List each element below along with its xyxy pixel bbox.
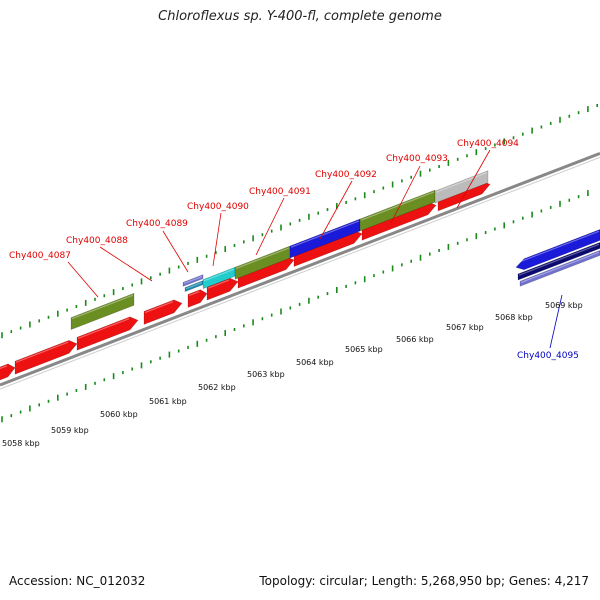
backbone-line xyxy=(0,152,600,387)
gene-box-gray xyxy=(434,170,489,204)
scale-ticks xyxy=(1,103,599,423)
cds-arrow-highlight xyxy=(0,365,8,370)
cds-arrow-highlight xyxy=(144,301,174,314)
cds-arrow-highlight xyxy=(77,318,130,339)
scale-label: 5066 kbp xyxy=(396,335,434,344)
gene-label: Chy400_4094 xyxy=(457,139,519,149)
gene-box-blue-highlight xyxy=(290,220,360,248)
backbone-highlight xyxy=(0,156,600,390)
gene-labels: Chy400_4087 Chy400_4088 Chy400_4089 Chy400_… xyxy=(9,139,579,361)
gene-label-leader xyxy=(549,294,563,349)
scale-label: 5058 kbp xyxy=(2,439,40,448)
genome-title: Chloroflexus sp. Y-400-fl, complete geno… xyxy=(158,9,442,24)
gene-label-leader xyxy=(212,212,222,267)
gene-box-gray-highlight xyxy=(435,171,488,193)
gene-label: Chy400_4089 xyxy=(126,219,188,229)
cds-arrow xyxy=(143,299,183,325)
gene-label-leader xyxy=(456,149,491,209)
gene-label: Chy400_4093 xyxy=(386,154,448,164)
gene-label-leader xyxy=(319,180,353,240)
scale-label: 5065 kbp xyxy=(345,345,383,354)
gene-arrow-blue-highlight xyxy=(516,230,600,264)
genome-backbone xyxy=(0,152,600,390)
gene-label-leader xyxy=(67,261,99,298)
gene-box-olive-highlight xyxy=(71,294,134,320)
gene-label-leader xyxy=(255,197,285,256)
gene-label: Chy400_4090 xyxy=(187,202,249,212)
scale-label: 5060 kbp xyxy=(100,410,138,419)
scale-labels: 5058 kbp 5059 kbp 5060 kbp 5061 kbp 5062 kbp… xyxy=(2,301,583,448)
gene-box-navy xyxy=(517,242,600,281)
gene-box-olive xyxy=(70,292,135,331)
scale-label: 5068 kbp xyxy=(495,313,533,322)
gene-box-cyan-highlight xyxy=(203,268,235,282)
cds-arrow-highlight xyxy=(188,290,200,297)
gene-box-small xyxy=(182,274,204,287)
scale-label: 5069 kbp xyxy=(545,301,583,310)
cds-arrow xyxy=(76,316,139,351)
gene-label: Chy400_4095 xyxy=(517,351,579,361)
gene-label-leader xyxy=(162,230,189,273)
gene-box-lavender-highlight xyxy=(520,251,600,283)
cds-arrow xyxy=(187,289,208,308)
cds-arrow xyxy=(0,363,16,381)
gene-label-leader xyxy=(390,165,421,224)
scale-label: 5061 kbp xyxy=(149,397,187,406)
gene-label: Chy400_4087 xyxy=(9,251,71,261)
gene-label-leader xyxy=(99,246,153,282)
scale-label: 5067 kbp xyxy=(446,323,484,332)
scale-label: 5064 kbp xyxy=(296,358,334,367)
cds-arrow xyxy=(14,340,78,375)
cds-arrow xyxy=(206,277,239,301)
gene-box-small-highlight xyxy=(183,275,203,285)
cds-arrow-highlight xyxy=(207,279,230,289)
gene-box-navy-highlight xyxy=(518,243,600,276)
gene-arrow-blue xyxy=(515,229,600,271)
scale-label: 5062 kbp xyxy=(198,383,236,392)
gene-label: Chy400_4092 xyxy=(315,170,377,180)
gene-features xyxy=(0,170,600,381)
gene-box-olive-highlight xyxy=(235,247,290,269)
scale-label: 5063 kbp xyxy=(247,370,285,379)
accession-label: Accession: NC_012032 xyxy=(9,574,146,588)
gene-label: Chy400_4091 xyxy=(249,187,311,197)
gene-label: Chy400_4088 xyxy=(66,236,128,246)
gene-box-lavender xyxy=(519,250,600,287)
label-leaders xyxy=(67,149,563,349)
scale-label: 5059 kbp xyxy=(51,426,89,435)
gene-box-olive-highlight xyxy=(360,191,435,221)
genome-stats-label: Topology: circular; Length: 5,268,950 bp… xyxy=(259,574,589,588)
gene-box-small-teal-highlight xyxy=(185,281,203,290)
cds-arrow-highlight xyxy=(15,341,69,363)
